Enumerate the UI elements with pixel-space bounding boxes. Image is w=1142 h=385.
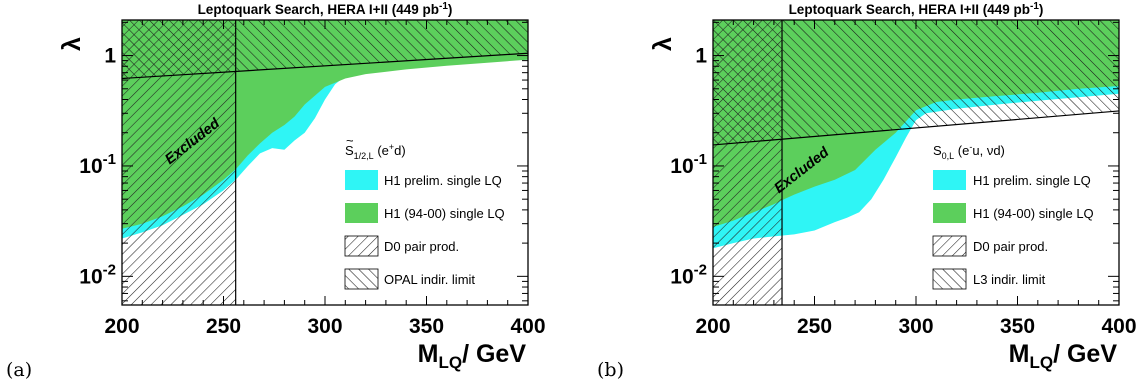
x-tick-label: 300 xyxy=(307,315,342,338)
series-indirect-limit xyxy=(122,20,528,79)
x-tick-label: 300 xyxy=(898,315,933,338)
y-tick-exponent: -2 xyxy=(694,261,707,278)
channel-sup: - xyxy=(969,142,972,152)
legend-swatch xyxy=(344,268,379,290)
x-tick-label: 250 xyxy=(206,315,241,338)
legend-swatch xyxy=(932,235,967,257)
legend-swatch xyxy=(932,268,967,290)
x-axis-title-main: M xyxy=(1009,340,1030,368)
x-axis-title-sub: LQ xyxy=(438,353,462,372)
y-tick-label: 10-1 xyxy=(79,151,116,178)
chart-title: Leptoquark Search, HERA I+II (449 pb-1) xyxy=(198,1,453,17)
channel-sub: 0,L xyxy=(942,151,955,161)
channel-sup: + xyxy=(389,142,394,152)
legend-swatch xyxy=(933,170,966,190)
channel-label: S1/2,L (e+d) xyxy=(345,142,406,161)
chart-title-main: Leptoquark Search, HERA I+II (449 pb xyxy=(198,2,439,17)
series-indirect-limit xyxy=(713,20,1119,145)
x-axis-title-sub: LQ xyxy=(1029,353,1053,372)
chart-title-main: Leptoquark Search, HERA I+II (449 pb xyxy=(789,2,1030,17)
channel-label: S0,L (e-u, νd) xyxy=(933,142,1005,161)
indirect-limit-line xyxy=(122,52,528,80)
y-tick-base: 10 xyxy=(79,265,102,288)
legend-label: OPAL indir. limit xyxy=(384,272,475,287)
y-tick-base: 10 xyxy=(670,265,693,288)
x-tick-label: 400 xyxy=(1101,315,1136,338)
legend-swatch xyxy=(345,170,378,190)
channel-main: S xyxy=(933,143,942,158)
y-tick-exponent: -2 xyxy=(103,261,116,278)
chart-title-sup: -1 xyxy=(439,1,448,12)
y-tick-exponent: -1 xyxy=(694,151,707,168)
legend-swatch xyxy=(345,203,378,223)
chart-title-end: ) xyxy=(448,2,453,17)
chart-title-end: ) xyxy=(1039,2,1044,17)
indirect-limit-line xyxy=(713,110,1119,146)
x-tick-label: 350 xyxy=(409,315,444,338)
y-axis-title: λ xyxy=(58,37,86,51)
y-tick-label: 1 xyxy=(104,45,116,68)
x-tick-label: 400 xyxy=(510,315,545,338)
legend-swatch xyxy=(933,203,966,223)
x-tick-label: 350 xyxy=(1000,315,1035,338)
channel-sub: 1/2,L xyxy=(354,151,374,161)
panel-label: (b) xyxy=(597,359,624,381)
channel-rest: (e xyxy=(374,143,389,158)
x-axis-title-main: M xyxy=(418,340,439,368)
x-tick-label: 250 xyxy=(797,315,832,338)
panel-label: (a) xyxy=(6,359,32,381)
chart-title: Leptoquark Search, HERA I+II (449 pb-1) xyxy=(789,1,1044,17)
chart-title-sup: -1 xyxy=(1030,1,1039,12)
legend-label: D0 pair prod. xyxy=(973,239,1048,254)
channel-end: d) xyxy=(394,143,406,158)
legend-label: L3 indir. limit xyxy=(973,272,1046,287)
x-axis-title-rest: / GeV xyxy=(462,340,526,368)
plot-area xyxy=(122,20,528,305)
legend-swatch xyxy=(344,235,379,257)
legend-label: H1 (94-00) single LQ xyxy=(384,206,505,221)
x-tick-label: 200 xyxy=(695,315,730,338)
legend-label: H1 (94-00) single LQ xyxy=(973,206,1094,221)
legend-label: H1 prelim. single LQ xyxy=(384,173,502,188)
x-axis-title: MLQ/ GeV xyxy=(418,340,527,372)
channel-main: S xyxy=(345,143,354,158)
channel-tilde: ~ xyxy=(346,133,354,148)
y-tick-base: 1 xyxy=(695,45,707,68)
y-tick-label: 10-2 xyxy=(670,261,707,288)
x-axis-title-rest: / GeV xyxy=(1053,340,1117,368)
y-axis-title: λ xyxy=(649,37,677,51)
y-tick-base: 1 xyxy=(104,45,116,68)
plot-area xyxy=(713,20,1119,305)
x-tick-label: 200 xyxy=(104,315,139,338)
y-tick-label: 10-2 xyxy=(79,261,116,288)
x-axis-title: MLQ/ GeV xyxy=(1009,340,1118,372)
y-tick-base: 10 xyxy=(670,155,693,178)
legend-label: D0 pair prod. xyxy=(384,239,459,254)
y-tick-base: 10 xyxy=(79,155,102,178)
y-tick-label: 1 xyxy=(695,45,707,68)
channel-end: u, νd) xyxy=(972,143,1005,158)
channel-rest: (e xyxy=(954,143,969,158)
y-tick-exponent: -1 xyxy=(103,151,116,168)
legend-label: H1 prelim. single LQ xyxy=(973,173,1091,188)
y-tick-label: 10-1 xyxy=(670,151,707,178)
